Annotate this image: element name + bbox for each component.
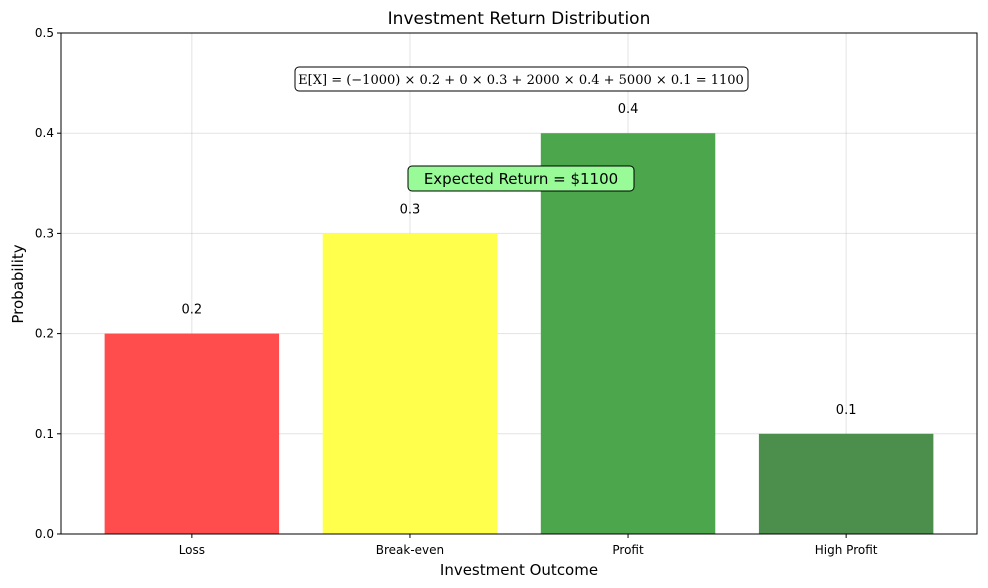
- formula-box: [294, 66, 749, 92]
- bar-high-profit: [758, 433, 934, 534]
- bars: [104, 133, 934, 534]
- y-tick-label: 0.3: [35, 226, 54, 240]
- bar-loss: [104, 333, 280, 534]
- bar-profit: [540, 133, 716, 534]
- chart-title: Investment Return Distribution: [388, 9, 651, 29]
- x-axis-ticks: Loss Break-even Profit High Profit: [179, 534, 878, 557]
- bar-value-label: 0.4: [618, 102, 639, 117]
- bar-value-labels: 0.2 0.3 0.4 0.1: [182, 102, 857, 418]
- y-tick-label: 0.5: [35, 26, 54, 40]
- formula-text: E[X] = (−1000) × 0.2 + 0 × 0.3 + 2000 × …: [298, 73, 744, 88]
- x-tick-label: Loss: [179, 543, 205, 557]
- x-tick-label: High Profit: [815, 543, 878, 557]
- y-tick-label: 0.0: [35, 527, 54, 541]
- bar-value-label: 0.1: [836, 403, 857, 418]
- x-axis-label: Investment Outcome: [440, 561, 598, 579]
- y-tick-label: 0.1: [35, 427, 54, 441]
- y-axis-ticks: 0.0 0.1 0.2 0.3 0.4 0.5: [35, 26, 61, 541]
- y-tick-label: 0.2: [35, 327, 54, 341]
- formula-annotation: E[X] = (−1000) × 0.2 + 0 × 0.3 + 2000 × …: [294, 66, 749, 92]
- x-tick-label: Break-even: [376, 543, 444, 557]
- bar-value-label: 0.3: [400, 202, 421, 217]
- bar-break-even: [322, 233, 498, 534]
- x-tick-label: Profit: [612, 543, 644, 557]
- expected-return-annotation: Expected Return = $1100: [407, 165, 635, 192]
- expected-return-box: [407, 165, 635, 192]
- y-tick-label: 0.4: [35, 126, 54, 140]
- expected-return-text: Expected Return = $1100: [424, 170, 618, 188]
- bar-value-label: 0.2: [182, 303, 203, 318]
- y-axis-label: Probability: [9, 244, 27, 323]
- plot-frame: [60, 32, 978, 535]
